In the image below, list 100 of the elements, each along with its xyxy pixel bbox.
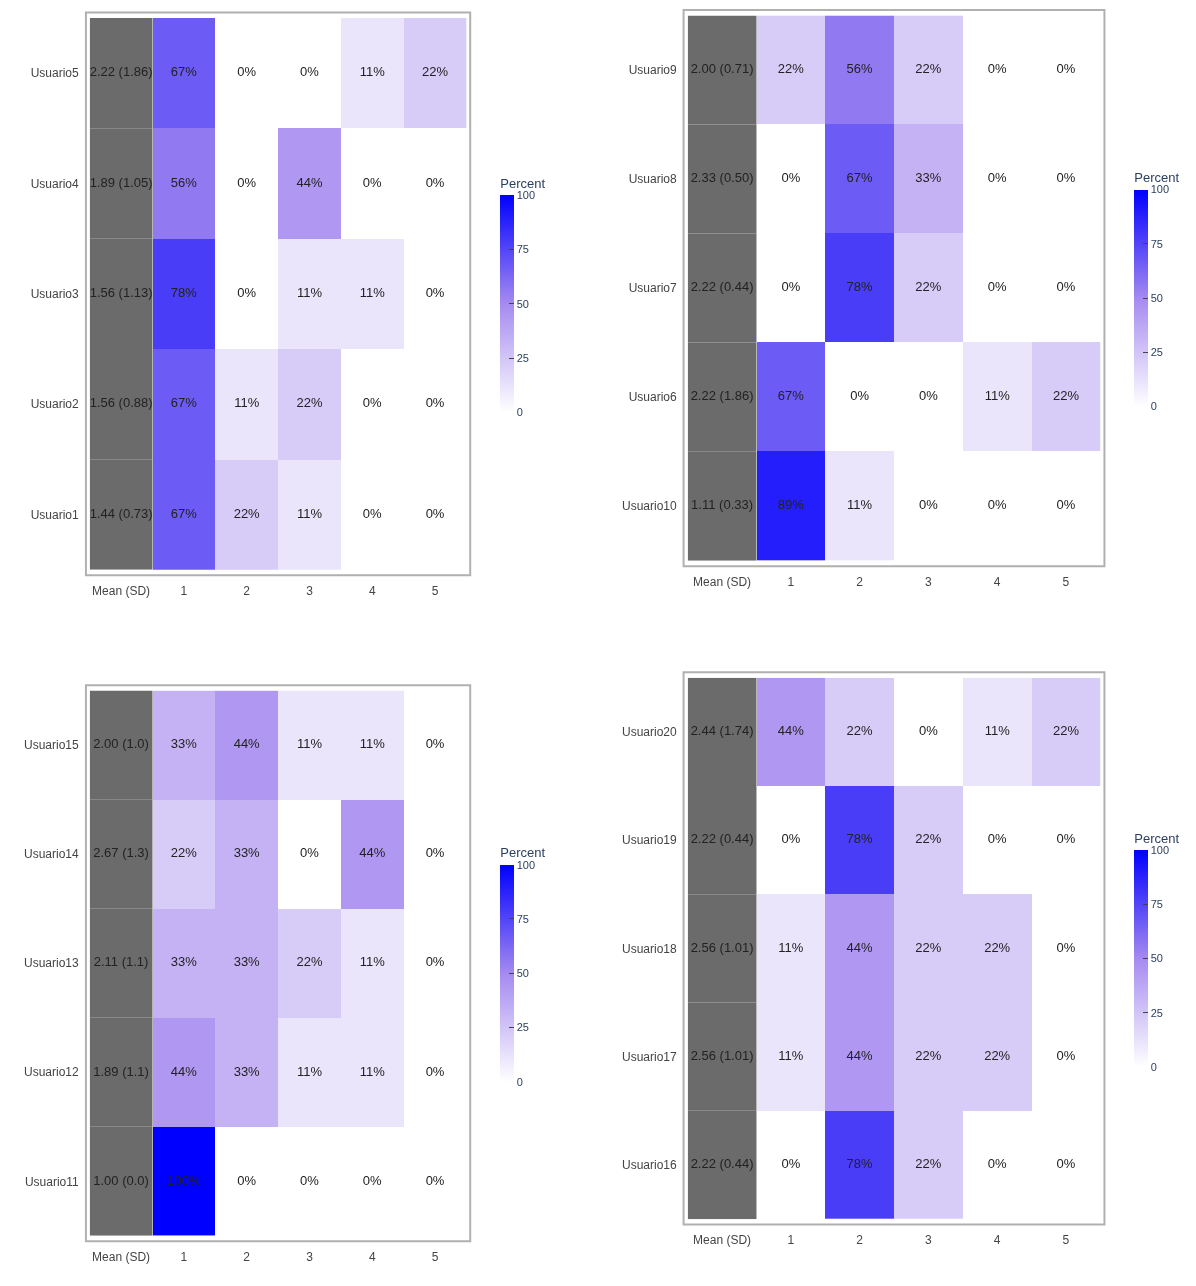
y-tick-label: Usuario6 — [628, 390, 678, 405]
color-bar-label: 75 — [516, 243, 529, 256]
data-label: 11% — [359, 285, 386, 301]
data-label: 0% — [781, 831, 801, 847]
data-label: 22% — [233, 505, 261, 521]
data-label: 0% — [919, 388, 939, 404]
data-label: 0% — [237, 174, 257, 190]
data-label: 0% — [987, 279, 1007, 295]
text: 1.11 (0.33) — [691, 497, 754, 513]
data-label: 0% — [1056, 939, 1076, 955]
y-tick-label: Usuario1 — [30, 507, 80, 522]
data-label: 78% — [846, 279, 874, 295]
data-label: 0% — [781, 1156, 801, 1172]
data-label: 0% — [1056, 1047, 1076, 1063]
data-label: 44% — [846, 1047, 874, 1063]
x-tick-label: 3 — [925, 574, 933, 589]
text: 2.00 (0.71) — [690, 61, 754, 77]
data-label: 0% — [781, 170, 801, 186]
color-bar-label: 50 — [1150, 291, 1163, 304]
data-label: 0% — [1056, 279, 1076, 295]
data-label: 0% — [300, 64, 320, 80]
data-label: 33% — [915, 170, 942, 186]
data-label: 0% — [987, 831, 1007, 847]
text: 2.22 (0.44) — [690, 279, 754, 295]
data-label: 22% — [915, 1156, 942, 1172]
data-label: 11% — [296, 285, 323, 301]
data-label: 44% — [233, 736, 261, 752]
text: 2.22 (0.44) — [690, 831, 754, 847]
color-bar-label: 0 — [516, 1075, 523, 1088]
y-tick-label: Usuario13 — [24, 956, 80, 971]
color-bar-title: Percent — [500, 176, 546, 192]
text: 2.22 (1.86) — [89, 64, 153, 80]
x-tick-label: Mean (SD) — [92, 1249, 151, 1264]
color-bar-label: 75 — [516, 912, 529, 925]
y-tick-label: Usuario18 — [622, 941, 678, 956]
data-label: 0% — [362, 395, 383, 411]
data-label: 0% — [362, 174, 383, 190]
data-label: 89% — [777, 497, 805, 513]
data-label: 100% — [167, 1172, 201, 1188]
data-label: 22% — [915, 939, 942, 955]
data-label: 22% — [915, 279, 942, 295]
data-label: 44% — [170, 1063, 198, 1079]
color-bar-title: Percent — [1134, 170, 1180, 186]
data-label: 0% — [1056, 61, 1076, 77]
color-bar-label: 50 — [516, 967, 529, 980]
data-label: 56% — [846, 61, 874, 77]
data-label: 33% — [233, 1063, 261, 1079]
text: 2.56 (1.01) — [690, 1047, 754, 1063]
data-label: 44% — [777, 723, 805, 739]
data-label: 22% — [846, 723, 874, 739]
data-label: 11% — [296, 1063, 323, 1079]
data-label: 0% — [237, 64, 257, 80]
y-tick-label: Usuario7 — [628, 281, 678, 296]
x-tick-label: 3 — [925, 1233, 933, 1248]
x-tick-label: 3 — [306, 583, 314, 598]
y-tick-label: Usuario16 — [622, 1158, 678, 1173]
y-tick-label: Usuario20 — [622, 725, 678, 740]
data-label: 0% — [987, 1156, 1007, 1172]
data-label: 0% — [425, 845, 445, 861]
data-label: 78% — [846, 1156, 874, 1172]
data-label: 11% — [359, 64, 386, 80]
data-label: 22% — [296, 395, 323, 411]
data-label: 44% — [296, 174, 323, 190]
y-tick-label: Usuario9 — [628, 63, 678, 78]
data-label: 0% — [850, 388, 870, 404]
data-label: 0% — [1056, 170, 1076, 186]
y-tick-label: Usuario12 — [24, 1065, 80, 1080]
color-bar-label: 50 — [1150, 952, 1163, 965]
text: 1.89 (1.05) — [89, 174, 153, 190]
data-label: 78% — [846, 831, 874, 847]
x-tick-label: 5 — [1062, 1233, 1070, 1248]
data-label: 0% — [425, 505, 445, 521]
color-bar-label: 100 — [1150, 843, 1170, 856]
data-label: 0% — [425, 1063, 445, 1079]
data-label: 0% — [425, 174, 445, 190]
data-label: 0% — [362, 505, 383, 521]
data-label: 0% — [362, 1172, 383, 1188]
data-label: 44% — [846, 939, 874, 955]
x-tick-label: Mean (SD) — [693, 574, 752, 589]
data-label: 0% — [425, 1172, 445, 1188]
color-bar-label: 100 — [516, 189, 536, 202]
x-tick-label: Mean (SD) — [92, 583, 151, 598]
x-tick-label: 4 — [993, 574, 1001, 589]
text: 1.56 (1.13) — [89, 285, 153, 301]
data-label: 67% — [777, 388, 805, 404]
color-bar-label: 25 — [1150, 346, 1163, 359]
data-label: 0% — [237, 1172, 257, 1188]
color-bar-label: 25 — [516, 351, 529, 364]
data-label: 0% — [425, 736, 445, 752]
data-label: 11% — [984, 723, 1011, 739]
data-label: 11% — [359, 736, 386, 752]
data-label: 56% — [170, 174, 198, 190]
x-tick-label: Mean (SD) — [693, 1233, 752, 1248]
x-tick-label: 4 — [993, 1233, 1001, 1248]
text: 1.56 (0.88) — [89, 395, 153, 411]
data-label: 78% — [170, 285, 198, 301]
data-label: 11% — [296, 505, 323, 521]
x-tick-label: 4 — [368, 583, 376, 598]
data-label: 11% — [847, 497, 873, 513]
data-label: 11% — [359, 1063, 386, 1079]
